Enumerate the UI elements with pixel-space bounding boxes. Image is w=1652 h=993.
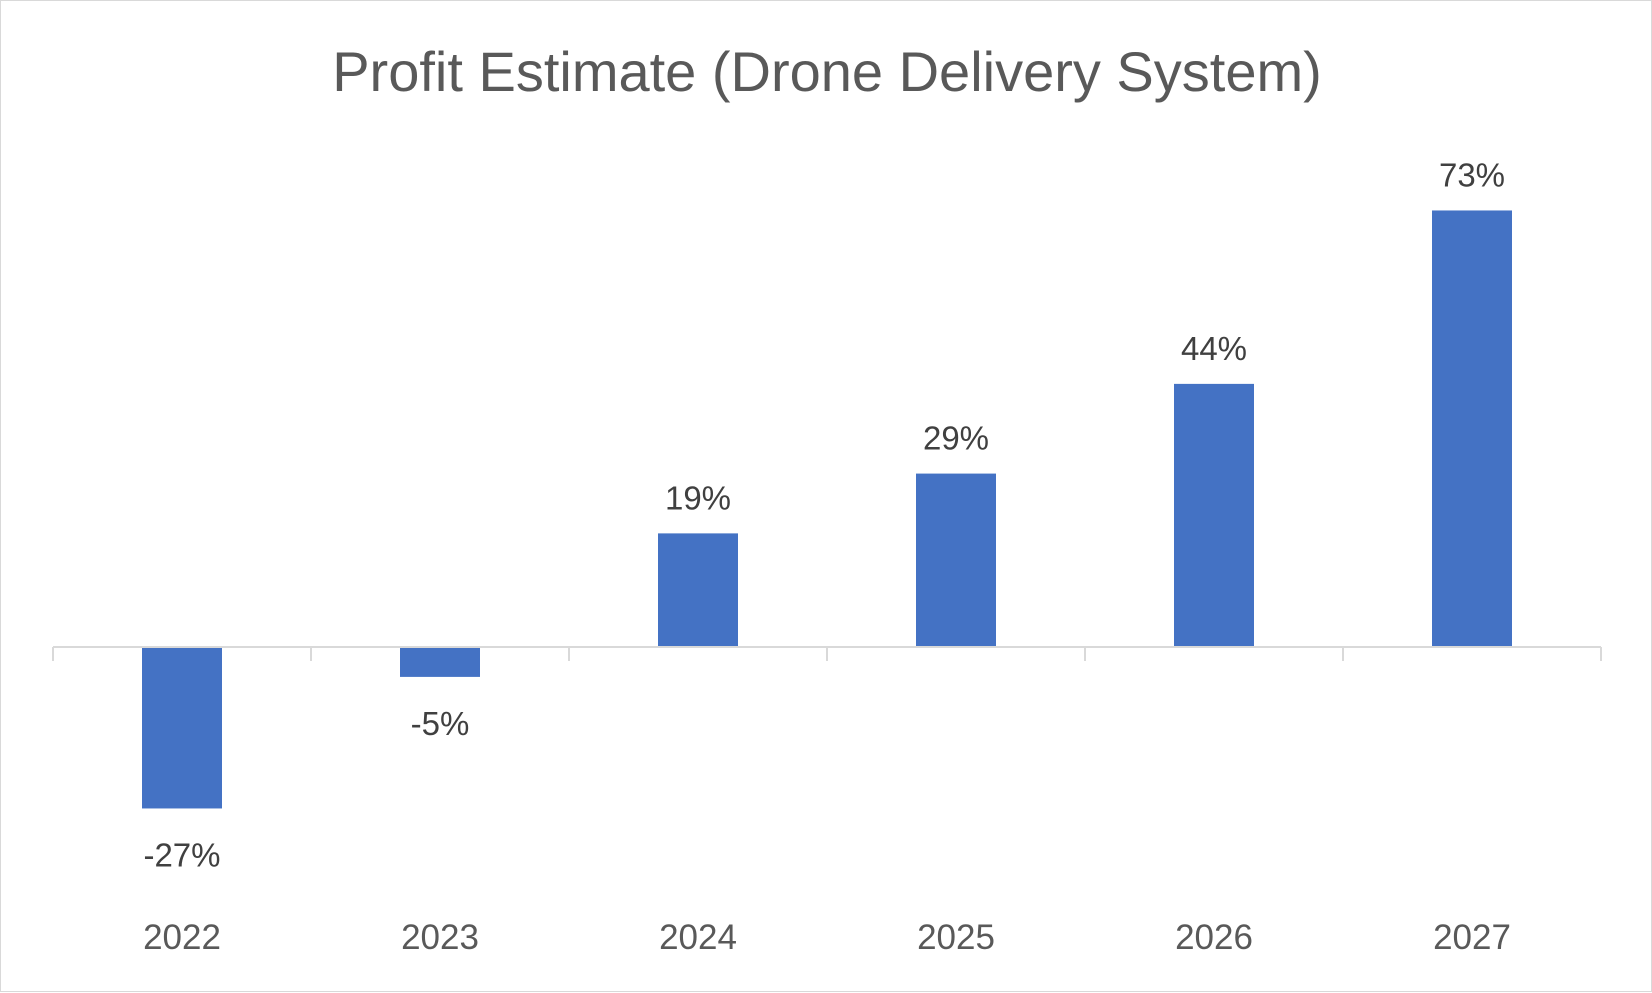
x-tick-label-2026: 2026 [1175,918,1253,957]
bar-2022 [142,647,222,809]
x-tick-label-2025: 2025 [917,918,995,957]
x-tick-label-2022: 2022 [143,918,221,957]
bar-2024 [658,533,738,647]
bar-2027 [1432,210,1512,647]
data-label-2025: 29% [923,420,989,457]
bar-2023 [400,647,480,677]
data-labels: -27% -5% 19% 29% 44% 73% [143,156,1505,873]
data-label-2022: -27% [143,836,220,873]
bar-series [142,210,1512,809]
x-tick-label-2024: 2024 [659,918,737,957]
data-label-2027: 73% [1439,156,1505,193]
chart-title: Profit Estimate (Drone Delivery System) [332,40,1322,103]
x-tick-label-2023: 2023 [401,918,479,957]
data-label-2026: 44% [1181,330,1247,367]
bar-2025 [916,473,996,647]
bar-2026 [1174,383,1254,647]
x-tick-label-2027: 2027 [1433,918,1511,957]
data-label-2023: -5% [411,705,470,742]
x-axis [52,646,1602,661]
data-label-2024: 19% [665,479,731,516]
x-tick-labels: 2022 2023 2024 2025 2026 2027 [143,918,1511,957]
